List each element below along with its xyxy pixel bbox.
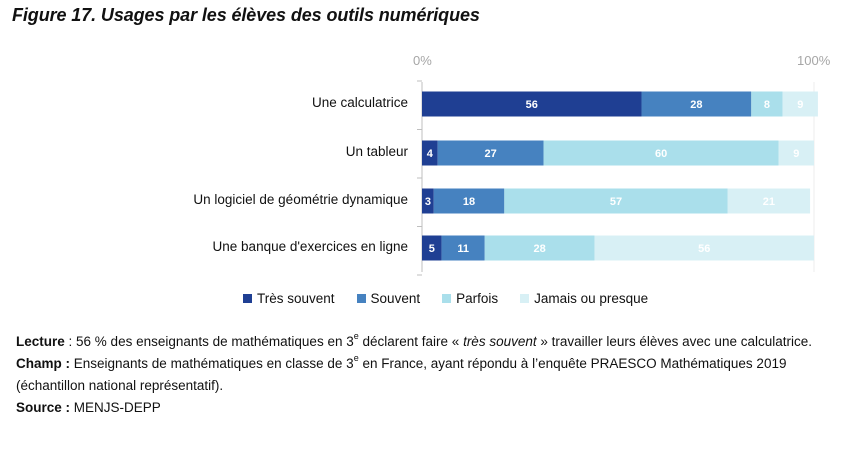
source-text: MENJS-DEPP: [70, 400, 161, 415]
x-tick-label-100: 100%: [797, 53, 831, 68]
legend-swatch: [520, 294, 530, 303]
category-label: Une calculatrice: [311, 95, 408, 110]
data-label: 28: [690, 99, 702, 111]
data-label: 18: [463, 196, 475, 208]
lecture-text: » travailler leurs élèves avec une calcu…: [536, 334, 812, 349]
legend-swatch: [243, 294, 252, 303]
data-label: 11: [457, 243, 469, 255]
legend-label: Parfois: [456, 291, 499, 306]
data-label: 57: [610, 196, 622, 208]
bar-segment: [751, 91, 783, 117]
lecture-label: Lecture: [16, 334, 65, 349]
category-label: Une banque d'exercices en ligne: [212, 239, 408, 254]
data-label: 27: [484, 148, 496, 160]
bar-segment: [594, 235, 814, 261]
data-label: 9: [793, 148, 799, 160]
data-label: 56: [526, 99, 538, 111]
champ-text: en France, ayant répondu à l’enquête PRA…: [16, 356, 787, 393]
bar-segment: [543, 140, 779, 166]
bar-segment: [422, 235, 442, 261]
lecture-note: Lecture : 56 % des enseignants de mathém…: [16, 331, 836, 353]
bar-segment: [437, 140, 544, 166]
data-label: 28: [533, 243, 545, 255]
superscript: e: [353, 353, 359, 363]
source-note: Source : MENJS-DEPP: [16, 397, 836, 419]
champ-label: Champ :: [16, 356, 70, 371]
legend-label: Jamais ou presque: [534, 291, 649, 306]
figure-title: Figure 17. Usages par les élèves des out…: [12, 5, 480, 25]
lecture-italic: très souvent: [463, 334, 537, 349]
superscript: e: [353, 331, 359, 341]
figure-notes: Lecture : 56 % des enseignants de mathém…: [16, 331, 836, 419]
data-label: 56: [698, 243, 710, 255]
data-label: 60: [655, 148, 667, 160]
data-label: 5: [429, 243, 435, 255]
stacked-bar-chart: 56 28 8 94 27 60 93 18 57 215 11 28 56: [417, 80, 818, 276]
legend-label: Très souvent: [257, 291, 335, 306]
legend-swatch: [356, 294, 366, 303]
lecture-text: : 56 % des enseignants de mathématiques …: [64, 334, 354, 349]
bar-segment: [727, 188, 811, 214]
legend-item-jamais: Jamais ou presque: [520, 291, 648, 306]
data-label: 4: [427, 148, 434, 160]
bar-segment: [782, 91, 818, 117]
bar-segment: [422, 188, 434, 214]
data-label: 21: [763, 196, 775, 208]
legend: Très souvent Souvent Parfois Jamais ou p…: [243, 291, 648, 306]
category-label: Un logiciel de géométrie dynamique: [193, 192, 408, 207]
bar-segment: [484, 235, 595, 261]
legend-item-souvent: Souvent: [356, 291, 421, 306]
champ-note: Champ : Enseignants de mathématiques en …: [16, 353, 836, 397]
champ-text: Enseignants de mathématiques en classe d…: [70, 356, 354, 371]
bar-segment: [641, 91, 752, 117]
legend-item-parfois: Parfois: [442, 291, 498, 306]
data-label: 9: [797, 99, 803, 111]
x-tick-label-0: 0%: [413, 53, 432, 68]
bar-segment: [422, 140, 438, 166]
bar-segment: [778, 140, 814, 166]
category-label: Un tableur: [345, 144, 408, 159]
lecture-text: déclarent faire «: [358, 334, 464, 349]
bar-segment: [441, 235, 485, 261]
source-label: Source :: [16, 400, 71, 415]
data-label: 3: [425, 196, 431, 208]
bar-segment: [422, 91, 642, 117]
legend-label: Souvent: [370, 291, 421, 306]
bar-segment: [433, 188, 505, 214]
legend-swatch: [442, 294, 452, 303]
bar-segment: [504, 188, 728, 214]
data-label: 8: [764, 99, 770, 111]
legend-item-tres-souvent: Très souvent: [243, 291, 335, 306]
